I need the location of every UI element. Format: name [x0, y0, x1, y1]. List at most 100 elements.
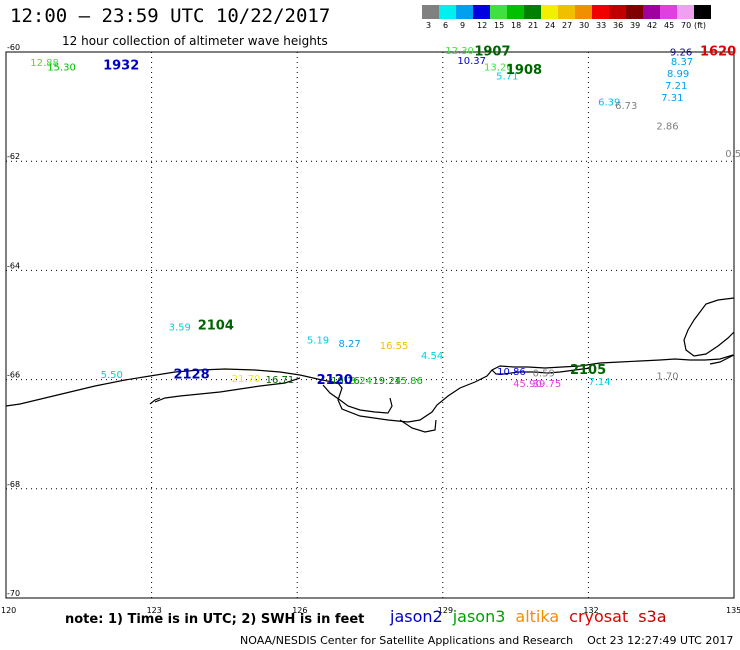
colorbar-label: 30 — [579, 21, 590, 30]
wave-height-value: 6.39 — [598, 98, 620, 109]
colorbar-swatch — [592, 5, 609, 19]
colorbar-swatch — [524, 5, 541, 19]
latitude-tick-label: -70 — [7, 589, 20, 598]
latitude-tick-label: -60 — [7, 43, 20, 52]
colorbar-label: 12 — [477, 21, 488, 30]
wave-height-value: 0.59 — [725, 149, 740, 160]
credit-text: NOAA/NESDIS Center for Satellite Applica… — [240, 634, 574, 647]
longitude-tick-label: 126 — [292, 606, 307, 615]
antarctic-coastline — [5, 297, 735, 433]
satellite-legend-altika: altika — [515, 607, 560, 626]
wave-height-value: 10.86 — [497, 367, 526, 378]
colorbar-label: 36 — [613, 21, 624, 30]
wave-height-value: 1.70 — [656, 372, 678, 383]
wave-height-value: 6.73 — [615, 101, 637, 112]
colorbar-label: 27 — [562, 21, 573, 30]
wave-height-value: 5.19 — [307, 336, 329, 347]
colorbar-label: 9 — [460, 21, 466, 30]
colorbar-swatch — [473, 5, 490, 19]
longitude-tick-label: 129 — [438, 606, 453, 615]
wave-height-value: 7.21 — [665, 81, 687, 92]
colorbar-swatch — [490, 5, 507, 19]
wave-height-value: 45.90 — [513, 379, 542, 390]
colorbar-label: 24 — [545, 21, 556, 30]
wave-height-value: 21.70 — [232, 374, 261, 385]
pass-time-label: 1620 — [700, 44, 736, 59]
colorbar-swatch — [609, 5, 626, 19]
colorbar-label: 6 — [443, 21, 449, 30]
wave-height-value: 0.59 — [533, 368, 555, 379]
latitude-tick-label: -66 — [7, 371, 20, 380]
wave-height-value: 2.86 — [656, 122, 678, 133]
pass-time-label: 1932 — [103, 58, 139, 73]
wave-height-value: 15.86 — [394, 376, 423, 387]
colorbar-swatch — [507, 5, 524, 19]
colorbar-swatch — [575, 5, 592, 19]
map-subtitle: 12 hour collection of altimeter wave hei… — [62, 34, 328, 48]
wave-height-value: 12.30 — [445, 46, 474, 57]
wave-height-value: 10.37 — [457, 56, 486, 67]
pass-time-label: 1908 — [506, 63, 542, 78]
colorbar-label: 33 — [596, 21, 607, 30]
colorbar-label: 21 — [528, 21, 539, 30]
longitude-tick-label: 135 — [726, 606, 740, 615]
satellite-legend-jason2: jason2 — [390, 607, 443, 626]
pass-time-label: 2128 — [173, 368, 209, 383]
longitude-tick-label: 120 — [1, 606, 16, 615]
wave-height-value: 4.54 — [421, 351, 443, 362]
latitude-tick-label: -62 — [7, 152, 20, 161]
wave-height-value: 5.50 — [101, 370, 123, 381]
colorbar-swatch — [660, 5, 677, 19]
pass-time-label: 2120 — [317, 373, 353, 388]
satellite-legend: jason2 jason3 altika cryosat s3a — [390, 607, 677, 626]
colorbar-label: 70 — [681, 21, 692, 30]
colorbar-swatch — [456, 5, 473, 19]
wave-height-value: 19.24 — [372, 376, 401, 387]
footer-note: note: 1) Time is in UTC; 2) SWH is in fe… — [65, 612, 365, 627]
longitude-tick-label: 132 — [583, 606, 598, 615]
colorbar-swatch — [694, 5, 711, 19]
map-frame — [5, 51, 735, 599]
latitude-tick-label: -64 — [7, 261, 20, 270]
colorbar-swatch — [558, 5, 575, 19]
satellite-legend-s3a: s3a — [638, 607, 667, 626]
colorbar-swatch — [422, 5, 439, 19]
colorbar-label: 39 — [630, 21, 641, 30]
wave-height-colorbar — [422, 5, 711, 19]
colorbar-label: 15 — [494, 21, 505, 30]
wave-height-value: 7.14 — [588, 377, 610, 388]
pass-time-label: 2104 — [198, 318, 234, 333]
colorbar-label: 18 — [511, 21, 522, 30]
wave-height-value: 39.75 — [533, 379, 562, 390]
wave-height-value: 3.59 — [169, 322, 191, 333]
satellite-legend-jason3: jason3 — [452, 607, 506, 626]
colorbar-swatch — [677, 5, 694, 19]
credit-line: NOAA/NESDIS Center for Satellite Applica… — [240, 634, 733, 647]
wave-height-value: 8.27 — [338, 339, 360, 350]
longitude-tick-label: 123 — [147, 606, 162, 615]
satellite-legend-cryosat: cryosat — [569, 607, 629, 626]
pass-time-label: 1907 — [474, 44, 510, 59]
wave-height-value: 7.31 — [661, 93, 683, 104]
wave-height-value: 8.99 — [667, 69, 689, 80]
colorbar-label: 3 — [426, 21, 432, 30]
wave-height-value: 16.55 — [380, 341, 409, 352]
wave-height-value: 8.37 — [671, 57, 693, 68]
wave-height-value: 16.71 — [266, 375, 295, 386]
colorbar-swatch — [626, 5, 643, 19]
latitude-tick-label: -68 — [7, 480, 20, 489]
wave-height-value: 13.24 — [343, 376, 372, 387]
colorbar-swatch — [541, 5, 558, 19]
map-title: 12:00 — 23:59 UTC 10/22/2017 — [10, 5, 331, 27]
axis-tick-labels: 120 123 126 129 132 135 -60 -62 -64 -66 -68 -70 — [1, 43, 740, 615]
wave-height-value: 12.88 — [30, 58, 59, 69]
wave-height-value: 15.30 — [47, 63, 76, 74]
wave-height-value: 19.26 — [331, 376, 360, 387]
colorbar-swatch — [439, 5, 456, 19]
wave-height-value: 5.71 — [496, 71, 518, 82]
wave-height-value: 9.26 — [670, 47, 692, 58]
wave-height-value: 13.26 — [484, 63, 513, 74]
graticule — [6, 52, 734, 598]
